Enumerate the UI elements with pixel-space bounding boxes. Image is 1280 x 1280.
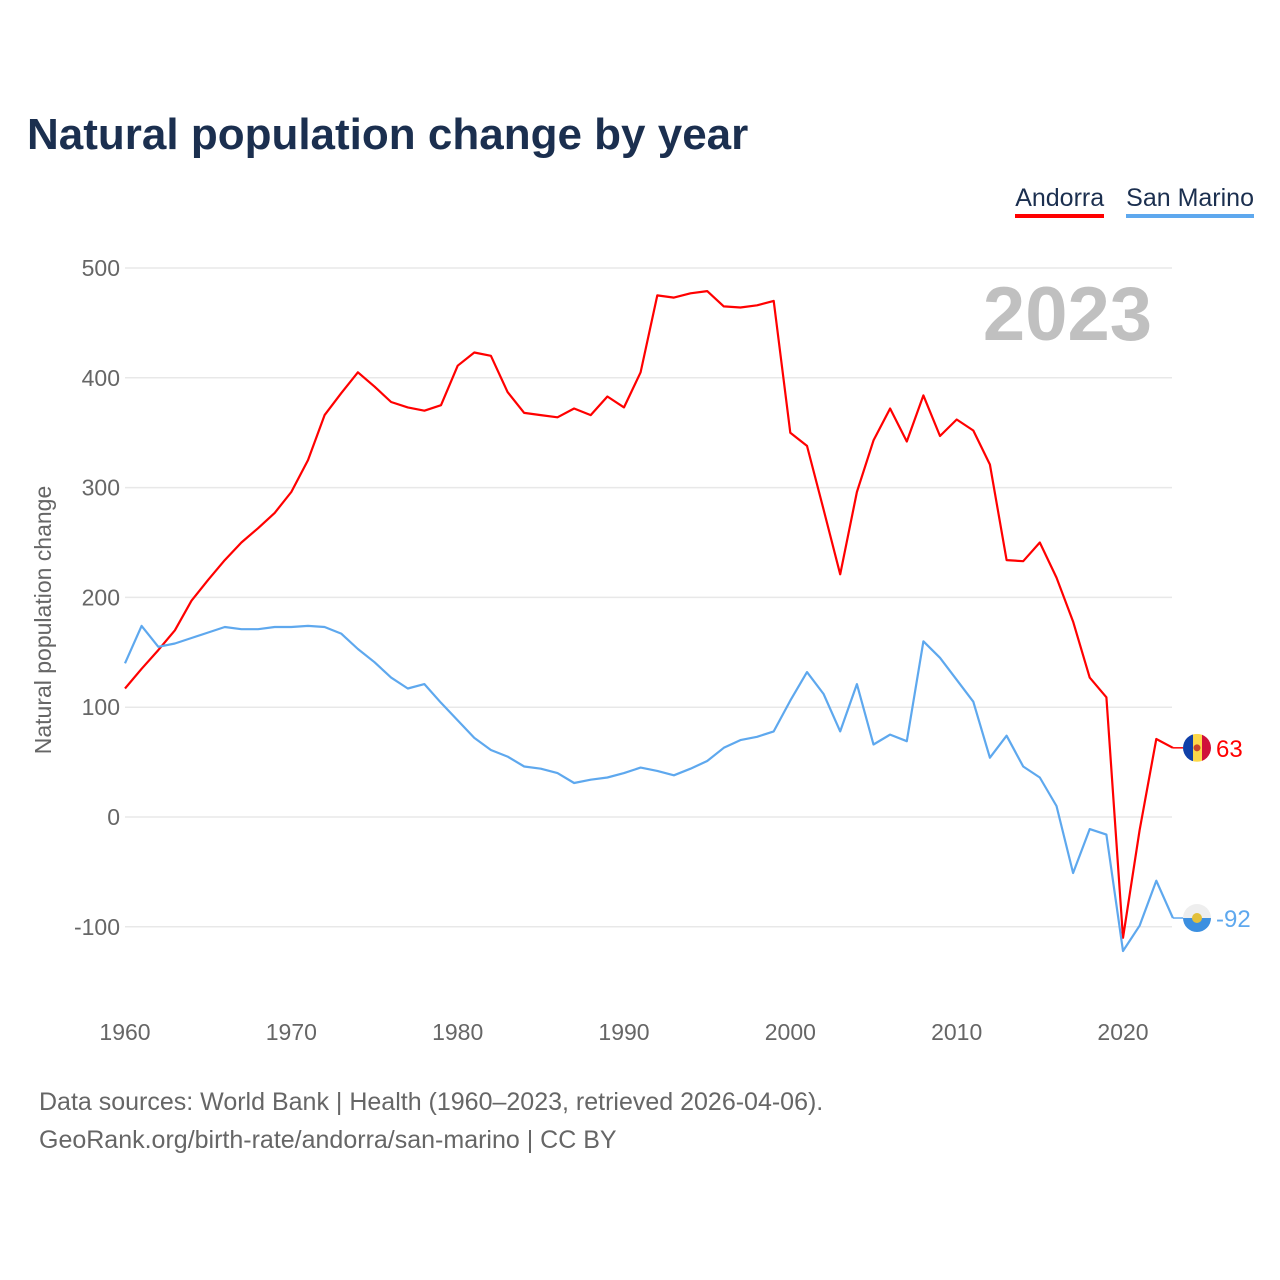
data-sources: Data sources: World Bank | Health (1960–… — [39, 1088, 824, 1116]
end-value-label: -92 — [1216, 906, 1251, 933]
flag-emblem — [1193, 744, 1201, 752]
x-tick-label: 1980 — [432, 1019, 483, 1045]
y-tick-label: 100 — [82, 694, 120, 720]
y-tick-label: 300 — [82, 475, 120, 501]
end-value-label: 63 — [1216, 736, 1243, 763]
series-line-andorra — [124, 290, 1174, 939]
flag — [1183, 904, 1211, 933]
legend-item-andorra[interactable]: Andorra — [1015, 184, 1105, 218]
y-tick-label: 500 — [82, 255, 120, 281]
y-tick-label: -100 — [74, 914, 120, 940]
flag-icon-andorra — [1183, 733, 1211, 762]
flag-icon-san-marino — [1183, 904, 1211, 933]
flag-stripe — [1183, 918, 1211, 933]
x-tick-label: 1990 — [598, 1019, 649, 1045]
y-tick-label: 200 — [82, 584, 120, 610]
x-tick-label: 2010 — [931, 1019, 982, 1045]
y-tick-label: 400 — [82, 365, 120, 391]
x-tick-label: 2000 — [765, 1019, 816, 1045]
chart-title: Natural population change by year — [27, 110, 749, 159]
flag-stripe — [1193, 733, 1202, 762]
x-tick-label: 1970 — [266, 1019, 317, 1045]
legend-item-san-marino[interactable]: San Marino — [1126, 184, 1254, 218]
x-tick-label: 2020 — [1097, 1019, 1148, 1045]
flag — [1183, 733, 1211, 762]
series-line-san-marino — [123, 624, 1174, 953]
year-watermark: 2023 — [983, 272, 1152, 357]
y-tick-label: 0 — [107, 804, 120, 830]
flag-stripe — [1183, 733, 1193, 762]
flag-stripe — [1202, 733, 1211, 762]
y-axis-label: Natural population change — [30, 486, 56, 755]
legend: Andorra San Marino — [1015, 184, 1254, 218]
flag-stripe — [1183, 904, 1211, 919]
source-link[interactable]: GeoRank.org/birth-rate/andorra/san-marin… — [39, 1126, 617, 1154]
x-tick-label: 1960 — [99, 1019, 150, 1045]
flag-emblem — [1192, 913, 1202, 924]
